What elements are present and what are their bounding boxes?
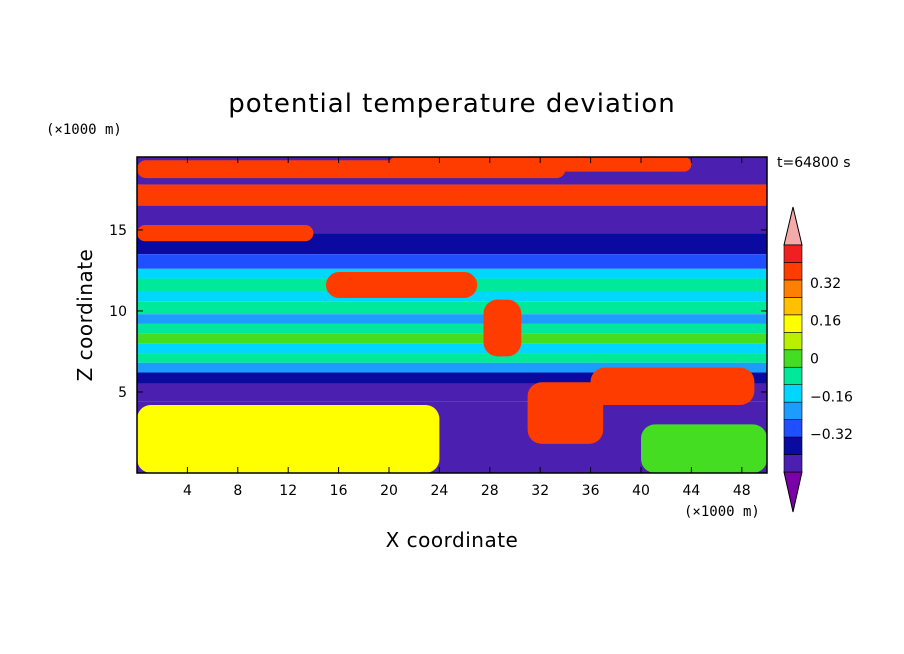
field-anomaly-3: [313, 186, 465, 206]
y-tick-label: 10: [109, 304, 127, 320]
colorbar-tick-label: 0: [810, 352, 819, 368]
y-unit-label: (×1000 m): [46, 122, 122, 138]
colorbar-swatch: [783, 419, 803, 438]
colorbar-swatch: [783, 366, 803, 385]
colorbar-swatch: [783, 401, 803, 420]
field-layer-11: [137, 333, 767, 344]
x-axis-label: X coordinate: [386, 528, 519, 552]
x-axis: 4 8 12 16 20 24 28 32 36 40 44 48: [183, 157, 751, 499]
x-tick-label: 28: [481, 483, 499, 499]
colorbar-swatch: [783, 279, 803, 298]
field-layer-10: [137, 323, 767, 334]
plot-frame: [136, 156, 768, 474]
colorbar-swatch: [783, 349, 803, 368]
colorbar-swatch: [783, 244, 803, 263]
field-anomaly-8: [137, 404, 440, 473]
x-tick-label: 16: [330, 483, 348, 499]
colorbar-swatch: [783, 262, 803, 281]
x-tick-label: 24: [430, 483, 448, 499]
x-tick-label: 44: [682, 483, 700, 499]
field-anomaly-6: [527, 382, 604, 444]
y-tick-label: 5: [118, 385, 127, 401]
colorbar-tick-label: −0.32: [810, 427, 853, 443]
y-axis: 5 10 15: [109, 223, 767, 401]
field-layer-12: [137, 343, 767, 354]
field-layer-8: [137, 301, 767, 315]
chart-title: potential temperature deviation: [228, 89, 675, 119]
x-tick-label: 40: [632, 483, 650, 499]
field-anomaly-5: [483, 299, 522, 357]
field-layer-14: [137, 362, 767, 373]
x-tick-label: 12: [279, 483, 297, 499]
colorbar-swatch: [783, 436, 803, 455]
colorbar-swatch: [783, 332, 803, 351]
x-tick-label: 4: [183, 483, 192, 499]
x-tick-label: 48: [733, 483, 751, 499]
field-layer-13: [137, 353, 767, 363]
plot-area: [137, 157, 767, 473]
colorbar-swatch: [783, 297, 803, 316]
colorbar-min-arrow: [783, 471, 803, 513]
time-label: t=64800 s: [777, 155, 851, 171]
colorbar-tick-label: 0.16: [810, 314, 841, 330]
colorbar-swatch: [783, 314, 803, 333]
colorbar-tick-label: −0.16: [810, 389, 853, 405]
colorbar: 0.32 0.16 0 −0.16 −0.32: [783, 206, 853, 513]
field-anomaly-1: [389, 157, 692, 172]
field-anomaly-4: [326, 272, 478, 298]
field-anomaly-7: [590, 367, 755, 405]
x-unit-label: (×1000 m): [684, 504, 760, 520]
x-tick-label: 8: [233, 483, 242, 499]
x-tick-label: 20: [380, 483, 398, 499]
field-anomaly-2: [137, 225, 314, 242]
x-tick-label: 36: [582, 483, 600, 499]
field-anomaly-9: [641, 424, 767, 473]
colorbar-swatch: [783, 454, 803, 473]
x-tick-label: 32: [531, 483, 549, 499]
field-layer-15: [137, 372, 767, 384]
y-tick-label: 15: [109, 223, 127, 239]
field-layer-9: [137, 314, 767, 324]
colorbar-max-arrow: [783, 206, 803, 246]
y-axis-label: Z coordinate: [73, 249, 97, 382]
colorbar-tick-label: 0.32: [810, 276, 841, 292]
field-layer-4: [137, 254, 767, 269]
colorbar-swatch: [783, 384, 803, 403]
